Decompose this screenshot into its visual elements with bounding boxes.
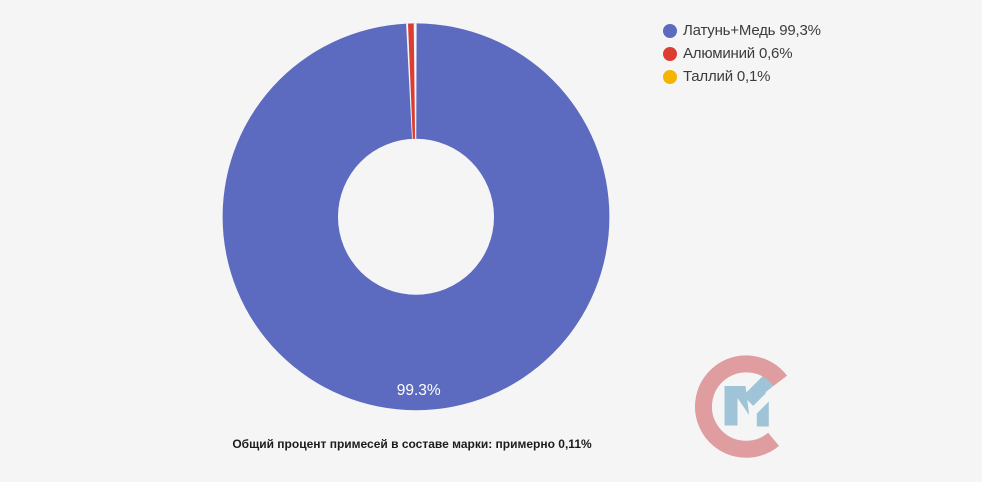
svg-text:99.3%: 99.3% (397, 382, 441, 399)
